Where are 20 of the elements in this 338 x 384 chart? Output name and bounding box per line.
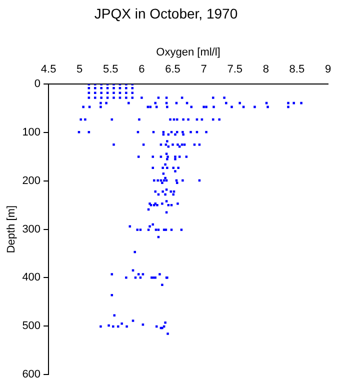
y-tick-label: 200 — [22, 174, 41, 187]
x-tick-label: 8 — [262, 64, 269, 76]
x-tick-label: 6.5 — [165, 64, 180, 76]
y-tick-label: 600 — [22, 368, 41, 380]
x-tick-label: 7.5 — [227, 64, 242, 76]
y-tick-label: 400 — [22, 272, 41, 284]
chart-title: JPQX in October, 1970 — [94, 5, 238, 22]
x-tick-label: 7 — [200, 64, 207, 76]
y-tick-label: 100 — [22, 126, 41, 139]
y-axis-title: Depth [m] — [6, 205, 18, 254]
x-tick-label: 8.5 — [289, 64, 305, 76]
x-tick-label: 4.5 — [40, 64, 56, 76]
y-tick-label: 500 — [22, 320, 41, 332]
x-tick-label: 5.5 — [103, 64, 118, 76]
y-tick-label: 300 — [22, 223, 41, 236]
y-tick-label: 0 — [34, 78, 41, 90]
x-tick-label: 5 — [76, 64, 83, 76]
x-tick-label: 9 — [324, 64, 332, 76]
x-tick-label: 6 — [138, 64, 145, 76]
x-axis-title: Oxygen [ml/l] — [156, 46, 220, 58]
